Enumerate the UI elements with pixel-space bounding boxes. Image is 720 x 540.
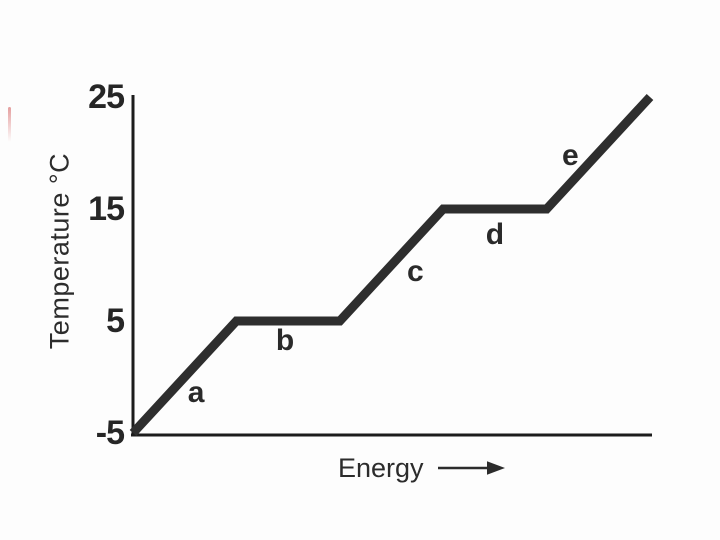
y-tick-label-15: 15 xyxy=(88,190,125,228)
segment-label-e: e xyxy=(562,139,579,173)
right-arrow-icon xyxy=(437,461,505,475)
heating-curve-line xyxy=(129,93,654,437)
y-axis-title: Temperature °C xyxy=(44,152,75,350)
x-axis-title-group: Energy xyxy=(338,452,507,484)
segment-label-a: a xyxy=(187,375,205,409)
scan-artifact-mark xyxy=(8,107,11,142)
y-tick-label-neg5: -5 xyxy=(95,414,125,452)
y-tick-label-25: 25 xyxy=(88,78,125,116)
x-axis-title: Energy xyxy=(338,452,424,483)
y-tick-label-5: 5 xyxy=(106,302,125,340)
segment-label-d: d xyxy=(485,217,505,251)
segment-label-b: b xyxy=(275,324,295,358)
segment-label-c: c xyxy=(406,254,424,288)
